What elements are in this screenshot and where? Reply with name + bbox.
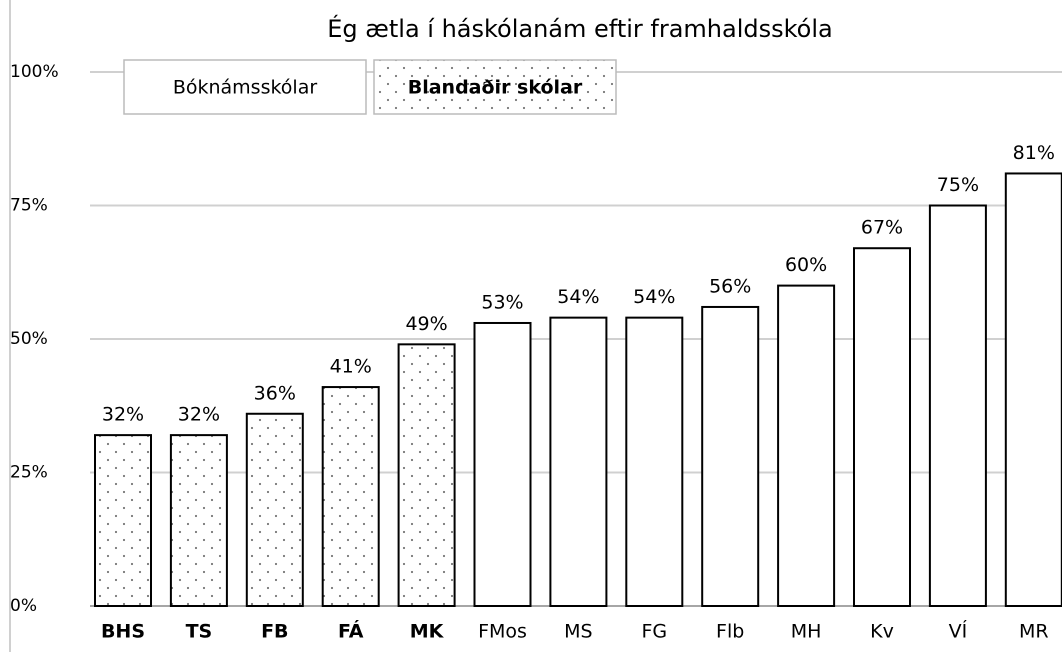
y-tick-label: 50% bbox=[10, 329, 48, 349]
bar bbox=[94, 434, 152, 607]
x-tick-label: Flb bbox=[716, 621, 744, 643]
value-label: 49% bbox=[405, 313, 447, 335]
x-tick-label: VÍ bbox=[949, 620, 968, 643]
bar bbox=[169, 434, 228, 607]
bar bbox=[549, 316, 608, 607]
legend-box bbox=[373, 59, 617, 115]
legend-label: Bóknámsskólar bbox=[173, 77, 318, 99]
bar bbox=[1004, 172, 1062, 608]
legend-label: Blandaðir skólar bbox=[408, 77, 583, 99]
bar bbox=[245, 412, 304, 608]
value-label: 81% bbox=[1013, 142, 1055, 164]
value-label: 56% bbox=[709, 275, 751, 297]
value-label: 75% bbox=[937, 174, 979, 196]
chart-title: Ég ætla í háskólanám eftir framhaldsskól… bbox=[327, 14, 832, 43]
x-tick-label: FG bbox=[641, 621, 667, 643]
value-label: 41% bbox=[330, 356, 372, 378]
bar bbox=[853, 247, 911, 607]
x-tick-label: MH bbox=[791, 621, 822, 643]
y-tick-label: 75% bbox=[10, 196, 48, 216]
bar bbox=[928, 204, 987, 607]
bar bbox=[397, 343, 456, 607]
value-label: 32% bbox=[178, 404, 220, 426]
y-tick-label: 0% bbox=[10, 596, 37, 616]
x-tick-label: FB bbox=[261, 621, 288, 643]
legend-box bbox=[123, 59, 367, 115]
bar bbox=[321, 386, 380, 607]
x-tick-label: FMos bbox=[478, 621, 527, 643]
value-label: 54% bbox=[633, 286, 675, 308]
value-label: 36% bbox=[254, 382, 296, 404]
bar bbox=[701, 305, 760, 607]
x-tick-label: MK bbox=[410, 621, 445, 643]
x-tick-label: FÁ bbox=[338, 620, 364, 643]
x-tick-label: MS bbox=[564, 621, 592, 643]
bar bbox=[625, 316, 684, 607]
y-tick-label: 25% bbox=[10, 463, 48, 483]
value-label: 32% bbox=[102, 404, 144, 426]
x-tick-label: BHS bbox=[101, 621, 145, 643]
value-label: 53% bbox=[481, 291, 523, 313]
x-tick-label: Kv bbox=[870, 621, 894, 643]
bar bbox=[777, 284, 836, 607]
bar bbox=[473, 321, 532, 607]
x-tick-label: TS bbox=[186, 621, 213, 643]
value-label: 54% bbox=[557, 286, 599, 308]
value-label: 67% bbox=[861, 217, 903, 239]
x-tick-label: MR bbox=[1019, 621, 1049, 643]
y-tick-label: 100% bbox=[10, 62, 59, 82]
value-label: 60% bbox=[785, 254, 827, 276]
